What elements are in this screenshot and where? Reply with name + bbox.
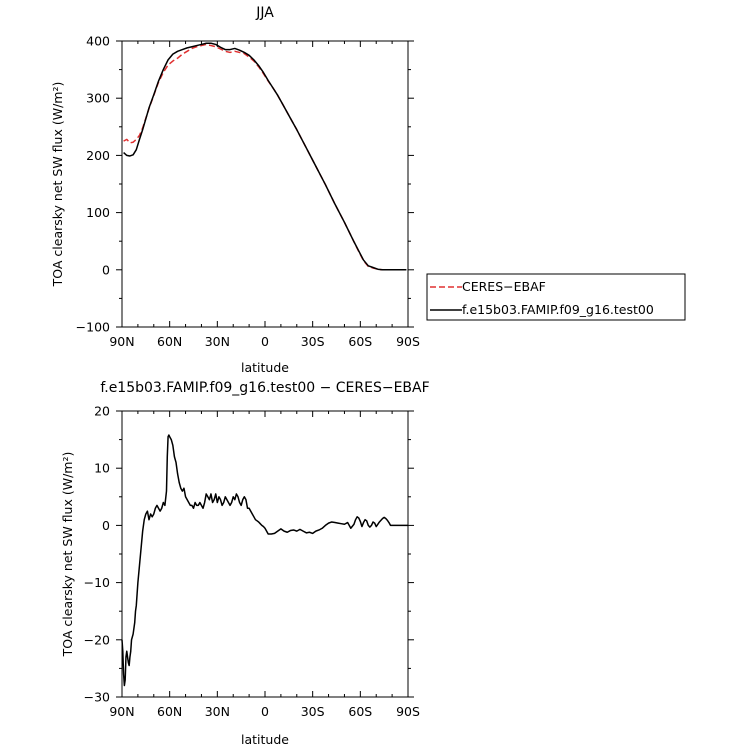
legend-label-model: f.e15b03.FAMIP.f09_g16.test00	[462, 302, 654, 317]
bottom-y-tick-label: 0	[102, 518, 110, 533]
bottom-y-tick-label: −30	[84, 690, 110, 705]
bottom-x-axis-label: latitude	[241, 732, 289, 747]
bottom-x-tick-label: 0	[261, 704, 269, 719]
bottom-x-tick-label: 30S	[301, 704, 325, 719]
top-plot-frame	[121, 40, 409, 328]
top-x-tick-label: 90S	[396, 334, 420, 349]
bottom-y-tick-label: −20	[84, 632, 110, 647]
top-y-tick-label: 400	[86, 34, 110, 49]
top-y-tick-label: 200	[86, 148, 110, 163]
top-series-line-0	[123, 43, 407, 271]
top-series-group	[123, 42, 407, 271]
bottom-y-tick-label: −10	[84, 575, 110, 590]
bottom-x-tick-label: 60S	[348, 704, 372, 719]
bottom-plot-frame	[121, 410, 409, 698]
bottom-y-axis-label: TOA clearsky net SW flux (W/m²)	[60, 452, 75, 658]
top-y-tick-label: 0	[102, 262, 110, 277]
top-panel: JJA 90N 60N 30N 0 30S 60S 90S −100 0 100 200 300 400…	[50, 5, 420, 375]
bottom-y-tick-label: 10	[94, 461, 110, 476]
top-series-line-1	[123, 42, 407, 271]
bottom-panel: f.e15b03.FAMIP.f09_g16.test00 − CERES−EB…	[60, 380, 430, 747]
top-x-tick-label: 90N	[109, 334, 134, 349]
bottom-x-tick-label: 30N	[205, 704, 230, 719]
top-y-tick-label: −100	[76, 320, 110, 335]
bottom-x-tick-label: 90S	[396, 704, 420, 719]
bottom-x-tick-label: 60N	[157, 704, 182, 719]
top-chart-title: JJA	[255, 5, 274, 21]
legend-label-ceres: CERES−EBAF	[462, 279, 546, 294]
bottom-series-group	[121, 434, 408, 687]
bottom-chart-title: f.e15b03.FAMIP.f09_g16.test00 − CERES−EB…	[100, 380, 429, 396]
top-axis-ticks: 90N 60N 30N 0 30S 60S 90S −100 0 100 200 300 400	[76, 34, 420, 350]
legend-box	[426, 273, 686, 321]
top-y-axis-label: TOA clearsky net SW flux (W/m²)	[50, 82, 65, 288]
top-x-tick-label: 60S	[348, 334, 372, 349]
top-x-tick-label: 60N	[157, 334, 182, 349]
legend: CERES−EBAF f.e15b03.FAMIP.f09_g16.test00	[426, 273, 686, 321]
bottom-y-tick-label: 20	[94, 404, 110, 419]
top-y-tick-label: 100	[86, 205, 110, 220]
bottom-x-tick-label: 90N	[109, 704, 134, 719]
top-x-tick-label: 30N	[205, 334, 230, 349]
top-y-tick-label: 300	[86, 91, 110, 106]
top-x-axis-label: latitude	[241, 360, 289, 375]
bottom-axis-ticks: 90N 60N 30N 0 30S 60S 90S −30 −20 −10 0 10 20	[84, 404, 420, 720]
top-x-tick-label: 0	[261, 334, 269, 349]
bottom-series-line-0	[121, 434, 408, 687]
top-x-tick-label: 30S	[301, 334, 325, 349]
